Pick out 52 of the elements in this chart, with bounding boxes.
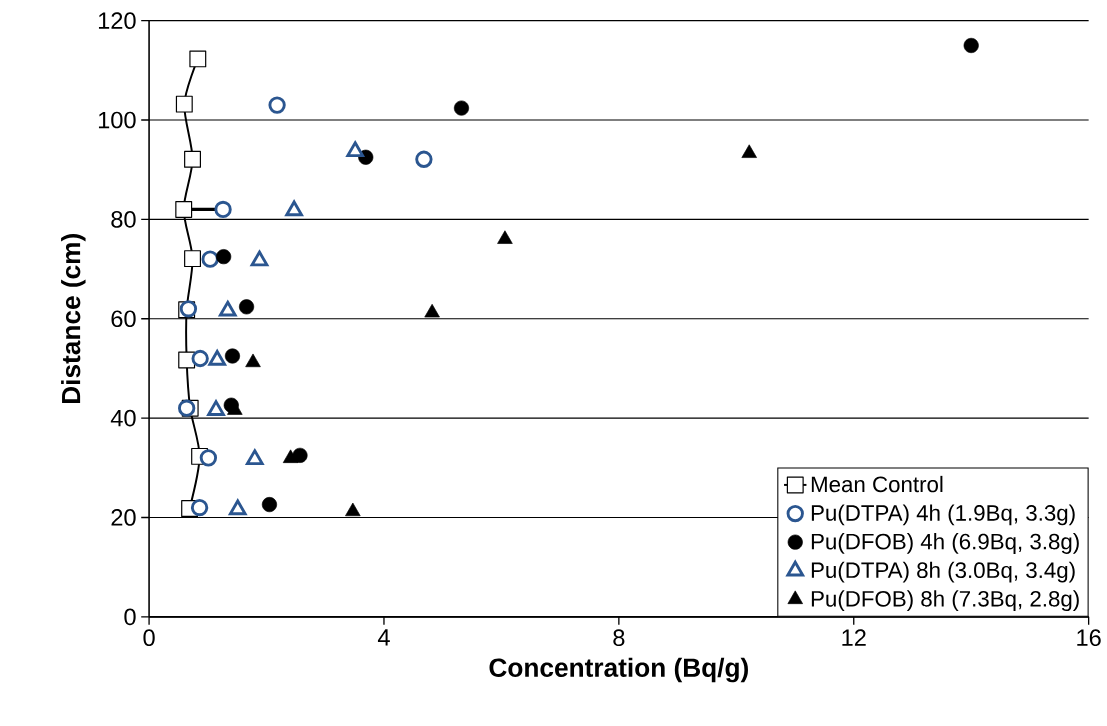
point [208,349,227,366]
point [224,348,241,364]
point [261,496,277,513]
y-tick-label: 100 [98,111,136,129]
x-tick-label: 8 [613,629,625,647]
legend-label: Pu(DFOB) 4h (6.9Bq, 3.8g) [811,533,1079,554]
point [218,300,237,317]
point [177,399,196,417]
point [184,150,201,168]
point [191,349,209,368]
point [175,95,193,113]
point [963,37,979,54]
x-tick-label: 0 [143,629,155,647]
point [228,499,247,516]
legend-label: Pu(DTPA) 8h (3.0Bq, 3.4g) [811,561,1075,583]
y-tick-label: 60 [111,310,136,328]
legend-label: Pu(DTPA) 4h (1.9Bq, 3.3g) [811,504,1075,526]
point [216,249,232,265]
point [346,141,365,157]
x-axis-title: Concentration (Bq/g) [489,657,748,683]
point [214,200,232,219]
y-tick-label: 0 [124,608,136,626]
point [175,200,193,218]
y-tick-label: 120 [98,12,136,29]
point [245,449,264,466]
y-axis-title: Distance (cm) [61,234,86,403]
point [239,299,255,315]
legend-label: Mean Control [811,475,943,493]
x-tick-label: 12 [842,629,866,646]
point [285,200,303,217]
point [415,150,433,168]
point [201,250,219,268]
point [184,250,201,268]
y-tick-label: 20 [111,509,136,526]
x-tick-label: 16 [1077,629,1101,647]
point [207,400,225,416]
point [250,250,269,267]
point [741,144,757,158]
point [453,100,470,116]
point [268,96,286,114]
x-tick-label: 4 [377,629,390,646]
point [245,353,261,368]
point [190,498,209,517]
point [497,230,513,244]
y-tick-label: 80 [111,210,136,228]
point [189,50,207,68]
point [282,449,299,463]
y-tick-label: 40 [110,409,136,427]
point [424,303,440,318]
legend-label: Pu(DFOB) 8h (7.3Bq, 2.8g) [811,590,1079,612]
point [199,449,218,467]
point [345,502,361,517]
